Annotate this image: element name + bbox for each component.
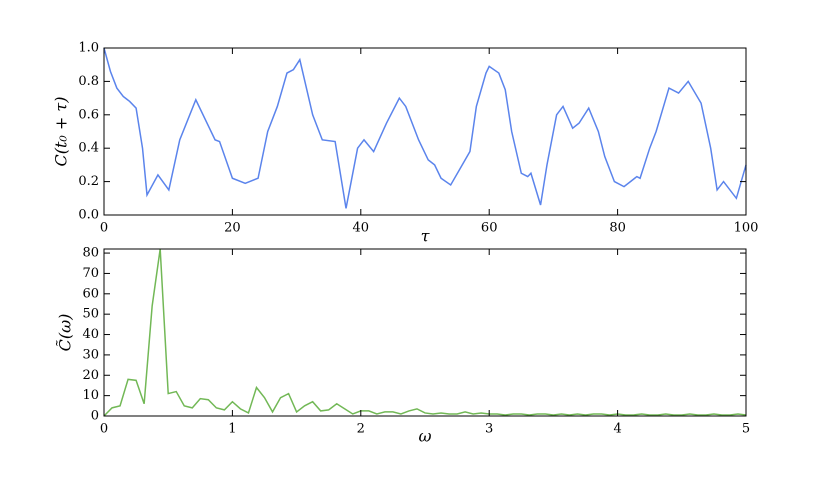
y-tick-label: 0.8 [78,74,99,89]
y-axis-label: C(t₀ + τ) [52,97,71,167]
x-tick-label: 5 [742,422,750,437]
x-tick-label: 60 [481,221,498,236]
y-tick-label: 30 [82,347,99,362]
data-line [103,47,747,209]
axes-frame [103,47,747,216]
y-tick-label: 0.6 [78,107,99,122]
x-tick-label: 40 [353,221,370,236]
y-tick-label: 1.0 [78,41,99,56]
y-tick-label: 80 [82,246,99,261]
x-axis-label: ω [418,427,431,446]
x-tick-label: 100 [734,221,759,236]
x-tick-label: 0 [100,422,108,437]
y-tick-label: 50 [82,307,99,322]
data-line [103,248,747,417]
y-tick-label: 0.4 [78,141,99,156]
y-tick-label: 0.0 [78,208,99,223]
y-tick-label: 70 [82,266,99,281]
y-tick-label: 10 [82,388,99,403]
x-tick-label: 2 [357,422,365,437]
x-axis-label: τ [421,227,431,246]
x-tick-label: 4 [613,422,621,437]
y-axis-label: C̃(ω) [56,314,75,352]
y-tick-label: 20 [82,368,99,383]
y-tick-label: 0 [91,409,99,424]
x-tick-label: 20 [224,221,241,236]
y-tick-label: 40 [82,327,99,342]
x-tick-label: 80 [609,221,626,236]
axes-frame [103,248,747,417]
x-tick-label: 0 [100,221,108,236]
y-tick-label: 60 [82,286,99,301]
x-tick-label: 1 [228,422,236,437]
x-tick-label: 3 [485,422,493,437]
y-tick-label: 0.2 [78,174,99,189]
